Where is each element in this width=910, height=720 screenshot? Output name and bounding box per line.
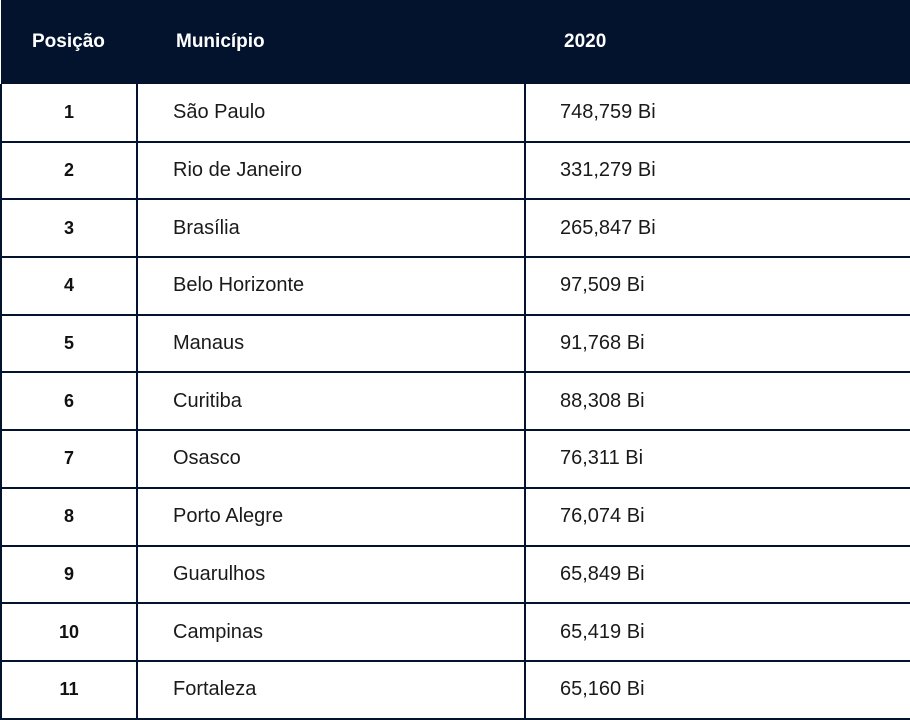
row-municipality: Osasco	[136, 429, 525, 488]
row-value: 265,847 Bi	[524, 198, 910, 258]
row-municipality: Rio de Janeiro	[136, 140, 525, 200]
row-value: 331,279 Bi	[524, 140, 910, 200]
row-value: 91,768 Bi	[524, 313, 910, 373]
row-municipality: São Paulo	[136, 84, 525, 142]
row-municipality: Belo Horizonte	[136, 256, 525, 315]
row-position: 2	[0, 140, 137, 200]
table-row: 10 Campinas 65,419 Bi	[0, 602, 910, 661]
row-value: 97,509 Bi	[524, 256, 910, 315]
table-row: 7 Osasco 76,311 Bi	[0, 429, 910, 488]
row-position: 10	[0, 602, 137, 661]
row-municipality: Guarulhos	[136, 544, 525, 604]
row-municipality: Campinas	[136, 602, 525, 661]
table-header: Posição Município 2020	[1, 0, 910, 84]
row-municipality: Brasília	[136, 198, 525, 258]
table-row: 6 Curitiba 88,308 Bi	[0, 371, 910, 431]
table-row: 1 São Paulo 748,759 Bi	[0, 84, 910, 142]
row-value: 65,849 Bi	[524, 544, 910, 604]
row-municipality: Manaus	[136, 313, 525, 373]
row-value: 76,311 Bi	[524, 429, 910, 488]
row-municipality: Fortaleza	[136, 659, 525, 720]
row-value: 76,074 Bi	[524, 486, 910, 546]
row-value: 65,160 Bi	[524, 659, 910, 720]
row-value: 88,308 Bi	[524, 371, 910, 431]
table-body: 1 São Paulo 748,759 Bi 2 Rio de Janeiro …	[0, 84, 910, 720]
row-position: 7	[0, 429, 137, 488]
row-position: 1	[0, 84, 137, 142]
table-row: 3 Brasília 265,847 Bi	[0, 198, 910, 258]
row-value: 748,759 Bi	[524, 84, 910, 142]
header-position: Posição	[32, 31, 105, 52]
row-position: 11	[0, 659, 137, 720]
row-municipality: Curitiba	[136, 371, 525, 431]
header-municipality: Município	[176, 31, 265, 52]
row-position: 4	[0, 256, 137, 315]
table-row: 4 Belo Horizonte 97,509 Bi	[0, 256, 910, 315]
row-position: 8	[0, 486, 137, 546]
row-position: 6	[0, 371, 137, 431]
header-row: Posição Município 2020	[1, 0, 910, 84]
table-row: 2 Rio de Janeiro 331,279 Bi	[0, 140, 910, 200]
table-row: 9 Guarulhos 65,849 Bi	[0, 544, 910, 604]
row-position: 3	[0, 198, 137, 258]
table-row: 11 Fortaleza 65,160 Bi	[0, 659, 910, 720]
header-year: 2020	[564, 31, 607, 52]
row-value: 65,419 Bi	[524, 602, 910, 661]
row-position: 5	[0, 313, 137, 373]
table-row: 5 Manaus 91,768 Bi	[0, 313, 910, 373]
row-municipality: Porto Alegre	[136, 486, 525, 546]
table-row: 8 Porto Alegre 76,074 Bi	[0, 486, 910, 546]
row-position: 9	[0, 544, 137, 604]
